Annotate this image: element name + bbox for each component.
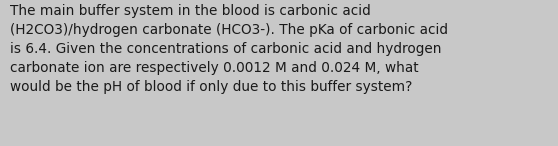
Text: The main buffer system in the blood is carbonic acid
(H2CO3)/hydrogen carbonate : The main buffer system in the blood is c… [10, 4, 448, 94]
